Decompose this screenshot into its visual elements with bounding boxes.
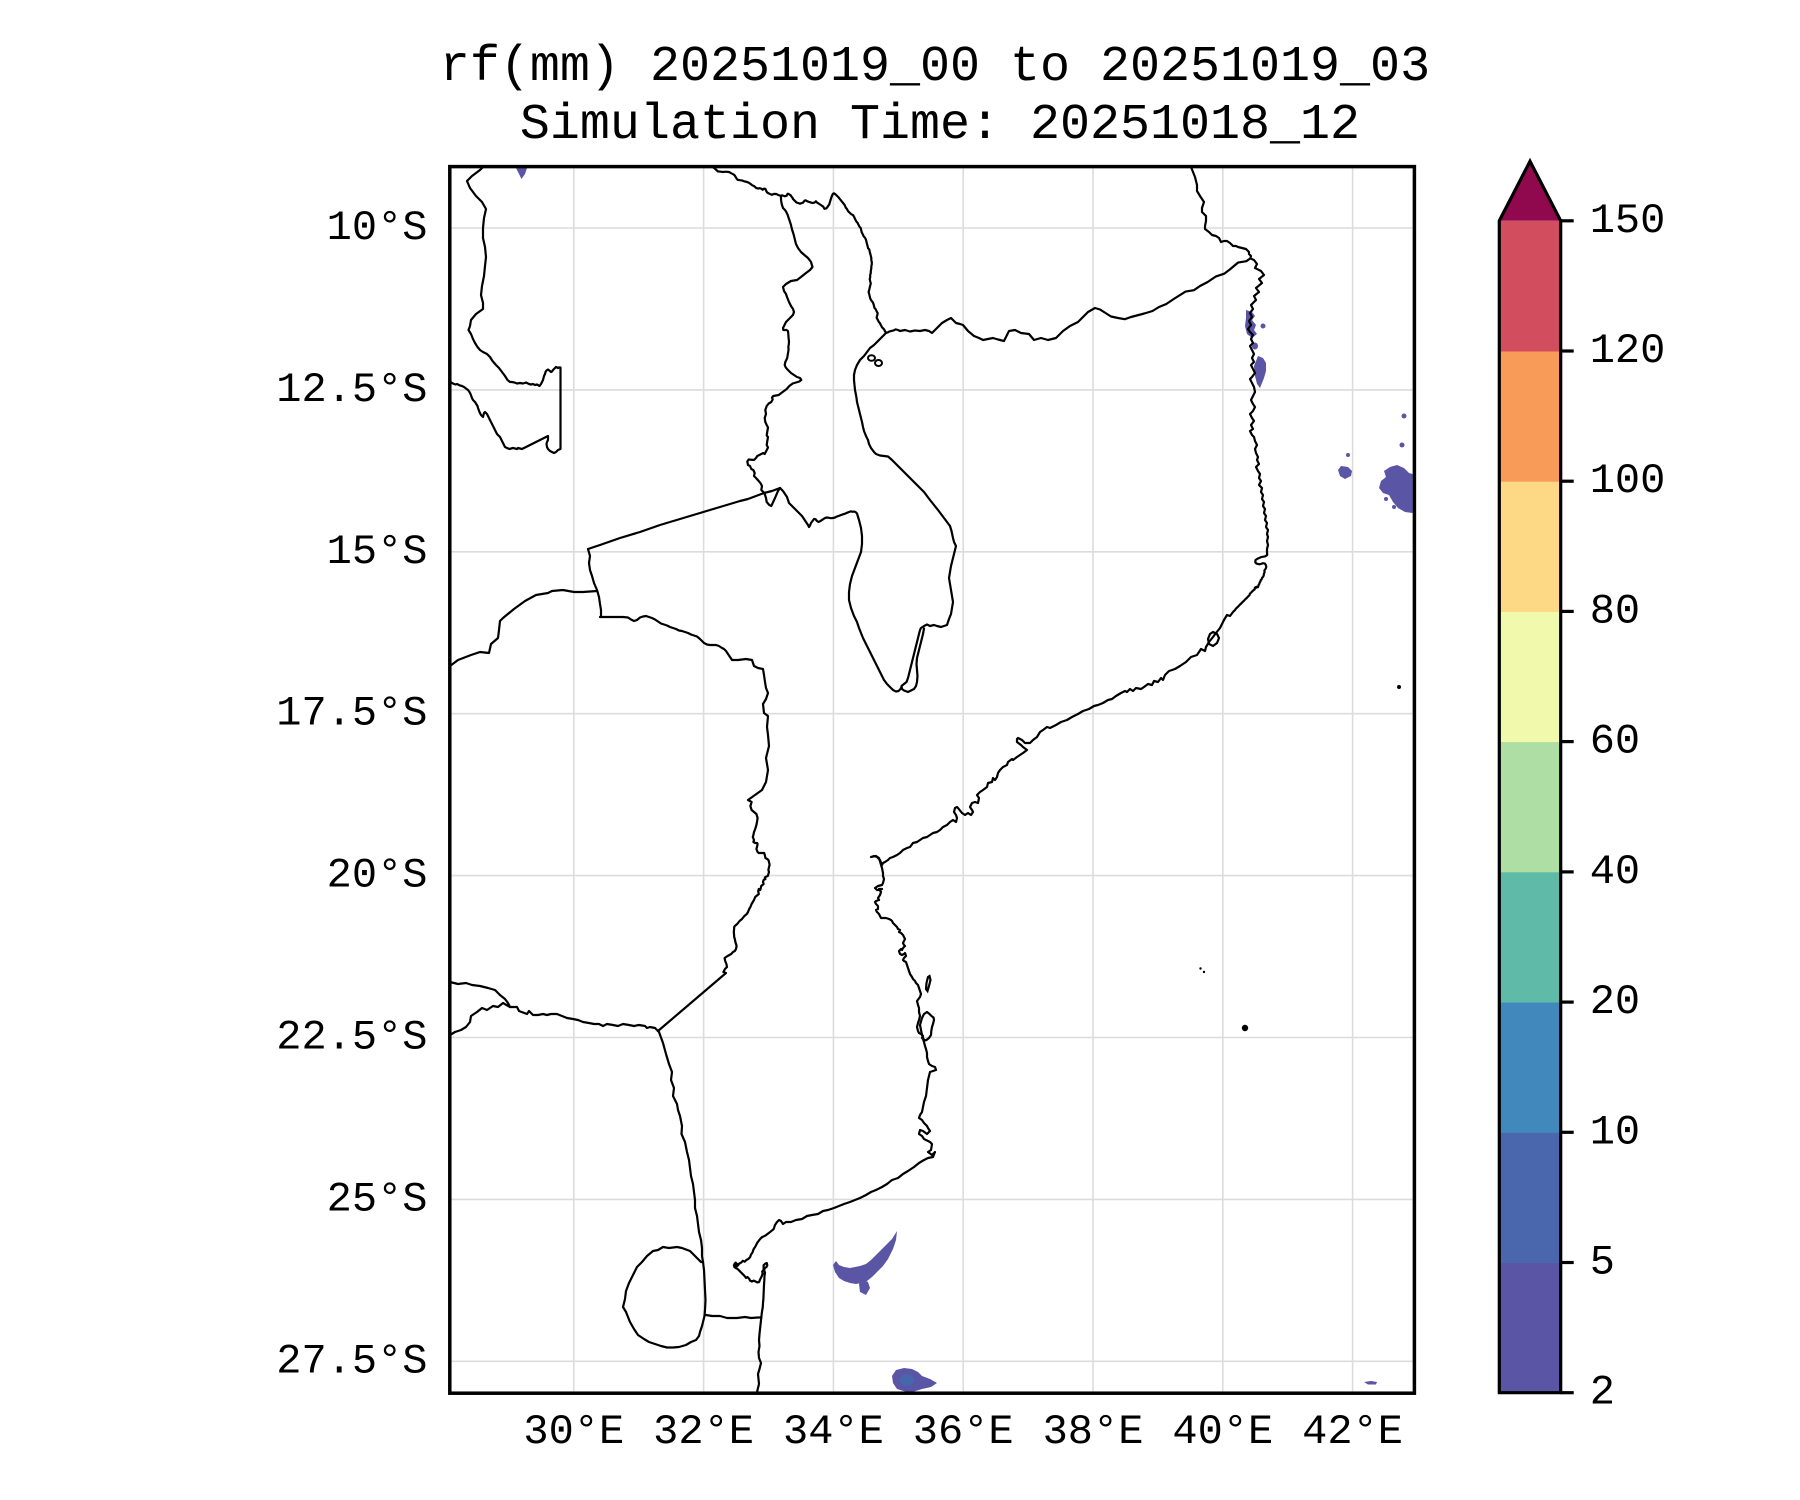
- svg-text:17.5°S: 17.5°S: [276, 690, 427, 738]
- svg-text:100: 100: [1590, 457, 1666, 505]
- svg-text:12.5°S: 12.5°S: [276, 366, 427, 414]
- svg-text:20: 20: [1590, 978, 1640, 1026]
- svg-text:2: 2: [1590, 1369, 1615, 1417]
- svg-text:38°E: 38°E: [1043, 1408, 1144, 1456]
- svg-text:20°S: 20°S: [327, 852, 428, 900]
- svg-text:40: 40: [1590, 848, 1640, 896]
- svg-text:120: 120: [1590, 327, 1666, 375]
- svg-text:30°E: 30°E: [523, 1408, 624, 1456]
- svg-text:60: 60: [1590, 718, 1640, 766]
- svg-text:rf(mm) 20251019_00 to 20251019: rf(mm) 20251019_00 to 20251019_03: [440, 39, 1430, 96]
- svg-text:5: 5: [1590, 1239, 1615, 1287]
- svg-text:42°E: 42°E: [1302, 1408, 1403, 1456]
- svg-text:10: 10: [1590, 1108, 1640, 1156]
- svg-text:10°S: 10°S: [327, 204, 428, 252]
- svg-text:22.5°S: 22.5°S: [276, 1014, 427, 1062]
- svg-text:34°E: 34°E: [783, 1408, 884, 1456]
- svg-text:27.5°S: 27.5°S: [276, 1337, 427, 1385]
- svg-text:25°S: 25°S: [327, 1175, 428, 1223]
- svg-text:150: 150: [1590, 197, 1666, 245]
- svg-text:32°E: 32°E: [653, 1408, 754, 1456]
- svg-text:Simulation Time: 20251018_12: Simulation Time: 20251018_12: [520, 97, 1360, 154]
- svg-text:15°S: 15°S: [327, 528, 428, 576]
- svg-text:36°E: 36°E: [913, 1408, 1014, 1456]
- svg-text:40°E: 40°E: [1172, 1408, 1273, 1456]
- svg-text:80: 80: [1590, 587, 1640, 635]
